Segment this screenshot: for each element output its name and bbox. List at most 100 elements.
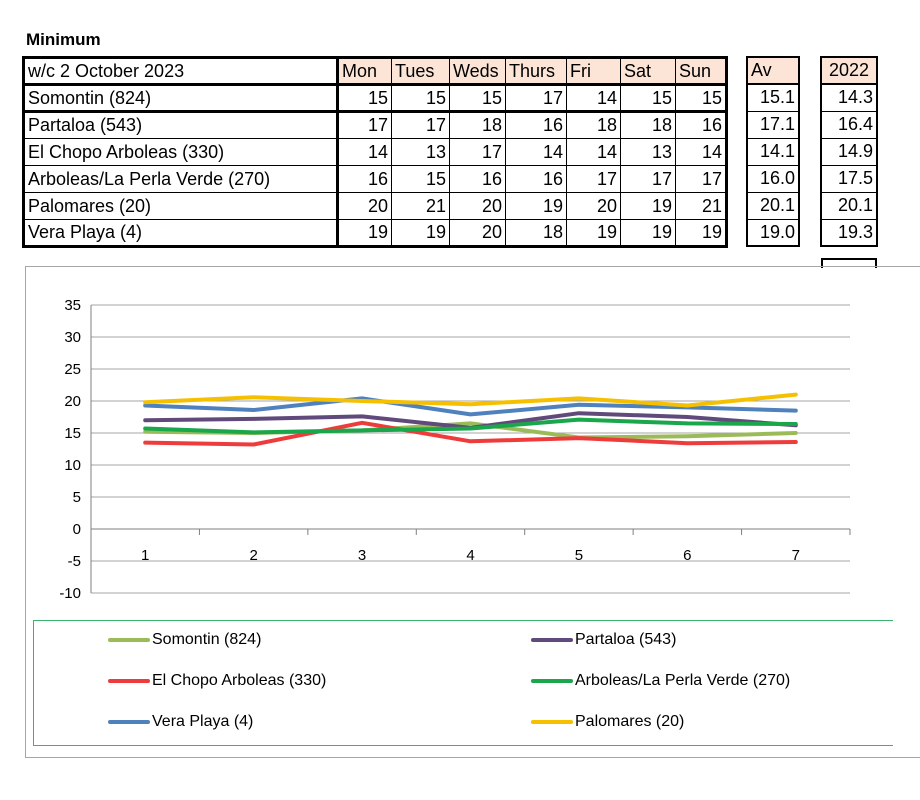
day-value: 19 xyxy=(505,192,567,220)
legend-item: Arboleas/La Perla Verde (270) xyxy=(531,672,790,690)
station-name: Somontin (824) xyxy=(23,84,339,113)
y-tick-label: 0 xyxy=(73,521,81,538)
x-tick-label: 6 xyxy=(683,547,691,564)
day-value: 16 xyxy=(337,165,392,193)
day-header: Thurs xyxy=(505,57,567,86)
previous-year-value: 14.9 xyxy=(820,137,878,166)
day-value: 14 xyxy=(566,138,621,166)
day-value: 21 xyxy=(675,192,727,220)
legend-label: Vera Playa (4) xyxy=(152,713,254,730)
x-tick-label: 1 xyxy=(141,547,149,564)
station-name: El Chopo Arboleas (330) xyxy=(23,138,339,166)
x-tick-label: 3 xyxy=(358,547,366,564)
week-label: w/c 2 October 2023 xyxy=(23,57,339,86)
day-value: 14 xyxy=(505,138,567,166)
day-value: 17 xyxy=(337,111,392,139)
legend-swatch xyxy=(108,720,150,724)
legend-item: Partaloa (543) xyxy=(531,631,676,649)
y-tick-label: -5 xyxy=(68,553,81,570)
minimum-temperature-table: w/c 2 October 2023 Mon Tues Weds Thurs F… xyxy=(22,56,728,248)
day-value: 19 xyxy=(620,192,676,220)
day-value: 19 xyxy=(337,219,392,247)
chart-area: -10 -5 0 5 10 15 20 25 30 35 1 2 3 4 5 6 7 xyxy=(25,266,920,758)
day-value: 19 xyxy=(391,219,450,247)
series-line-4 xyxy=(143,417,798,435)
table-row: El Chopo Arboleas (330) 14 13 17 14 14 13 14 xyxy=(23,138,727,166)
table-header-row: w/c 2 October 2023 Mon Tues Weds Thurs F… xyxy=(23,57,727,86)
table-row: Palomares (20) 20 21 20 19 20 19 21 xyxy=(23,192,727,220)
day-value: 17 xyxy=(620,165,676,193)
station-name: Vera Playa (4) xyxy=(23,219,339,247)
day-value: 15 xyxy=(620,84,676,113)
previous-year-value: 14.3 xyxy=(820,83,878,112)
day-value: 15 xyxy=(391,165,450,193)
day-value: 21 xyxy=(391,192,450,220)
table-row: Vera Playa (4) 19 19 20 18 19 19 19 xyxy=(23,219,727,247)
average-value: 17.1 xyxy=(746,110,800,139)
station-name: Partaloa (543) xyxy=(23,111,339,139)
legend-item: Palomares (20) xyxy=(531,713,684,731)
average-value: 16.0 xyxy=(746,164,800,193)
legend-label: Arboleas/La Perla Verde (270) xyxy=(575,672,791,689)
table-row: Somontin (824) 15 15 15 17 14 15 15 xyxy=(23,84,727,113)
station-name: Arboleas/La Perla Verde (270) xyxy=(23,165,339,193)
previous-year-table-stub xyxy=(821,258,877,268)
day-value: 16 xyxy=(449,165,506,193)
day-value: 20 xyxy=(566,192,621,220)
day-header: Mon xyxy=(337,57,392,86)
y-tick-label: 5 xyxy=(73,489,81,506)
y-tick-label: 25 xyxy=(64,361,81,378)
average-header: Av xyxy=(746,56,800,85)
average-value: 20.1 xyxy=(746,191,800,220)
day-value: 19 xyxy=(620,219,676,247)
previous-year-value: 16.4 xyxy=(820,110,878,139)
legend-swatch xyxy=(108,638,150,642)
day-header: Tues xyxy=(391,57,450,86)
station-name: Palomares (20) xyxy=(23,192,339,220)
day-value: 19 xyxy=(675,219,727,247)
day-value: 13 xyxy=(620,138,676,166)
day-value: 17 xyxy=(675,165,727,193)
day-value: 15 xyxy=(337,84,392,113)
legend-swatch xyxy=(531,638,573,642)
day-value: 15 xyxy=(449,84,506,113)
previous-year-header: 2022 xyxy=(820,56,878,85)
legend-label: Partaloa (543) xyxy=(575,631,677,648)
average-value: 14.1 xyxy=(746,137,800,166)
day-value: 16 xyxy=(675,111,727,139)
day-value: 19 xyxy=(566,219,621,247)
day-value: 16 xyxy=(505,165,567,193)
chart-legend: Somontin (824) Partaloa (543) El Chopo Arb… xyxy=(33,620,893,746)
day-header: Weds xyxy=(449,57,506,86)
legend-item: Vera Playa (4) xyxy=(108,713,253,731)
x-tick-label: 7 xyxy=(792,547,800,564)
previous-year-value: 19.3 xyxy=(820,218,878,247)
day-value: 18 xyxy=(505,219,567,247)
day-value: 20 xyxy=(449,192,506,220)
day-value: 13 xyxy=(391,138,450,166)
day-value: 17 xyxy=(566,165,621,193)
legend-swatch xyxy=(531,720,573,724)
day-value: 17 xyxy=(505,84,567,113)
average-table: Av 15.1 17.1 14.1 16.0 20.1 19.0 xyxy=(746,56,800,247)
table-row: Arboleas/La Perla Verde (270) 16 15 16 16 17 1… xyxy=(23,165,727,193)
legend-label: Somontin (824) xyxy=(152,631,262,648)
x-tick-label: 2 xyxy=(249,547,257,564)
previous-year-value: 20.1 xyxy=(820,191,878,220)
legend-label: El Chopo Arboleas (330) xyxy=(152,672,327,689)
y-tick-label: -10 xyxy=(59,585,81,602)
day-value: 15 xyxy=(391,84,450,113)
series-line-3 xyxy=(143,420,798,447)
day-value: 17 xyxy=(391,111,450,139)
line-chart: -10 -5 0 5 10 15 20 25 30 35 1 2 3 4 5 6 7 xyxy=(59,297,851,602)
y-tick-label: 35 xyxy=(64,297,81,314)
average-value: 19.0 xyxy=(746,218,800,247)
day-header: Fri xyxy=(566,57,621,86)
legend-swatch xyxy=(108,679,150,683)
legend-item: El Chopo Arboleas (330) xyxy=(108,672,326,690)
y-tick-label: 20 xyxy=(64,393,81,410)
x-tick-label: 5 xyxy=(575,547,583,564)
legend-item: Somontin (824) xyxy=(108,631,261,649)
day-value: 15 xyxy=(675,84,727,113)
day-header: Sat xyxy=(620,57,676,86)
